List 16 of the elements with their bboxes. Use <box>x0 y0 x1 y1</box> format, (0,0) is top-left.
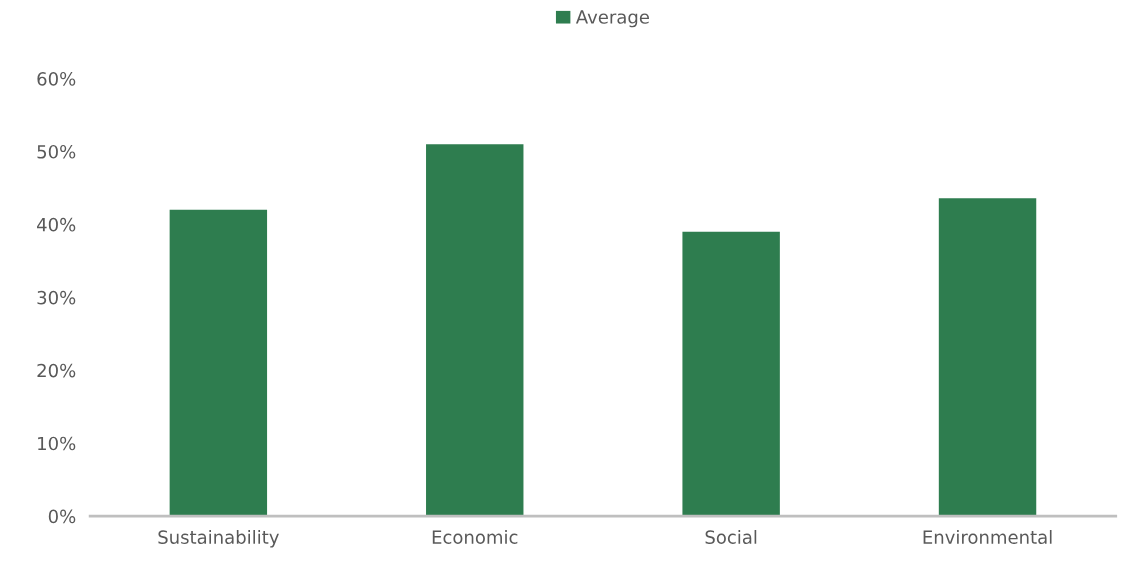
bar <box>169 209 268 517</box>
bar <box>938 198 1037 517</box>
x-tick-label: Economic <box>432 530 518 544</box>
y-tick-label: 40% <box>37 217 76 232</box>
y-tick-label: 50% <box>37 144 76 159</box>
y-tick-label: 20% <box>37 363 76 378</box>
legend-label: Average <box>575 10 649 28</box>
x-tick-label: Environmental <box>923 530 1052 544</box>
x-tick-label: Social <box>705 530 757 544</box>
x-tick-label: Sustainability <box>158 530 279 548</box>
y-tick-label: 0% <box>48 509 76 524</box>
y-tick-label: 60% <box>37 72 76 86</box>
bar <box>682 231 780 517</box>
y-tick-label: 30% <box>37 290 76 305</box>
y-tick-label: 10% <box>38 436 76 451</box>
bar <box>426 144 524 517</box>
